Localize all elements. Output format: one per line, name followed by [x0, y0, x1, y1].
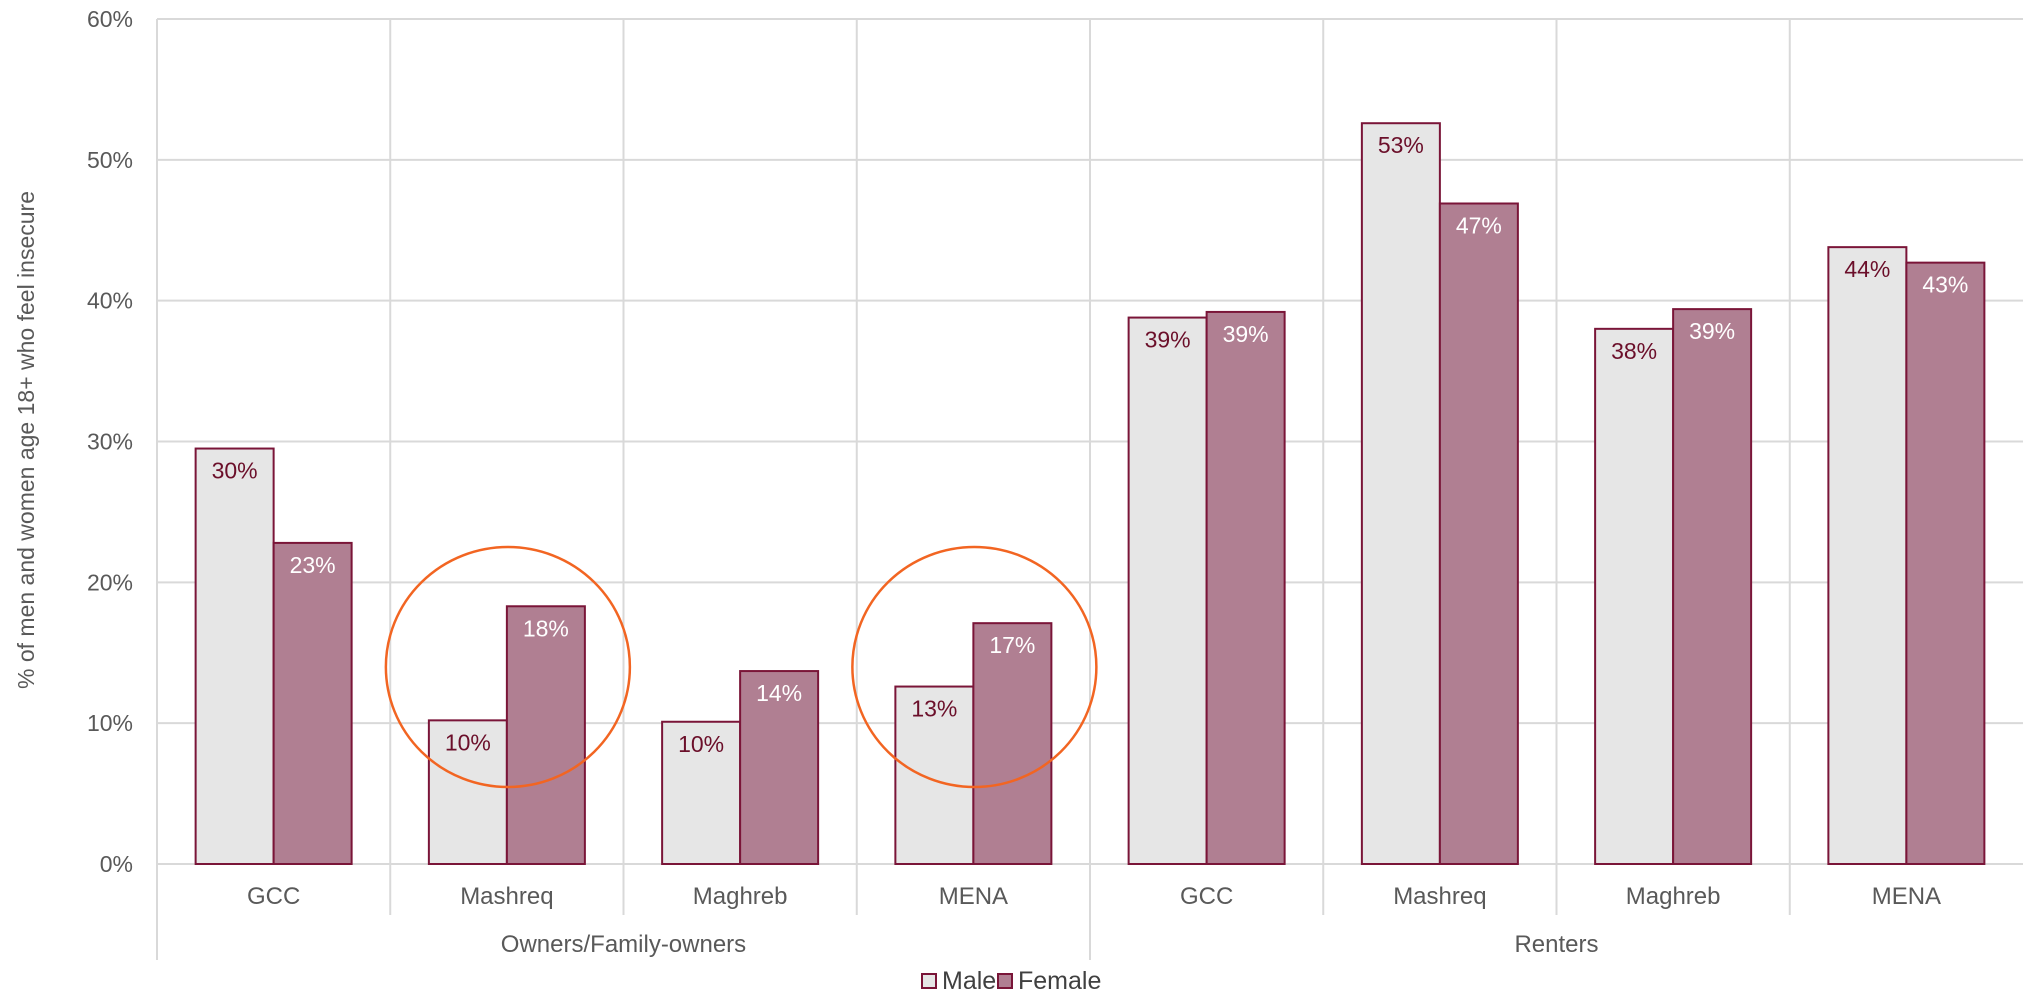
bar-female	[1205, 310, 1286, 865]
x-category-label: MENA	[1872, 883, 1941, 910]
highlight-circle	[384, 545, 632, 789]
data-label: 13%	[911, 696, 957, 722]
data-label: 47%	[1456, 212, 1502, 238]
data-labels: 30% 23% 10% 18% 10% 14% 13% 17% 39% 39% 53% 47% 38% 3…	[212, 132, 1969, 757]
data-label: 39%	[1689, 318, 1735, 344]
y-tick-label: 30%	[87, 429, 133, 455]
bar-male	[1827, 246, 1908, 865]
x-category-label: GCC	[247, 883, 300, 910]
legend-label: Male	[942, 967, 996, 995]
x-category-label: Mashreq	[460, 883, 553, 910]
y-tick-label: 40%	[87, 288, 133, 314]
legend-label: Female	[1018, 967, 1101, 995]
highlight-circles	[384, 545, 1098, 789]
data-label: 10%	[445, 729, 491, 755]
bar-male	[427, 719, 508, 865]
gridlines	[156, 18, 2023, 960]
bar-female	[272, 541, 353, 866]
x-category-label: Maghreb	[693, 883, 788, 910]
bar-male	[1594, 327, 1675, 866]
y-tick-label: 50%	[87, 147, 133, 173]
legend-swatch-male	[921, 973, 937, 989]
x-group-label: Renters	[1514, 931, 1598, 958]
bar-male	[1127, 316, 1208, 866]
x-axis-labels: GCC Mashreq Maghreb MENA GCC Mashreq Maghreb ME…	[247, 883, 1941, 958]
data-label: 39%	[1145, 327, 1191, 353]
data-label: 43%	[1922, 272, 1968, 298]
bar-male	[194, 447, 275, 865]
bar-male	[1360, 122, 1441, 865]
y-tick-label: 10%	[87, 710, 133, 736]
legend-swatch-female	[997, 973, 1013, 989]
bar-female	[739, 670, 820, 866]
data-label: 10%	[678, 731, 724, 757]
data-label: 17%	[989, 632, 1035, 658]
data-label: 39%	[1223, 321, 1269, 347]
highlight-circle	[851, 545, 1098, 789]
y-axis-label: % of men and women age 18+ who feel inse…	[13, 191, 39, 689]
bar-male	[661, 720, 742, 866]
y-tick-label: 60%	[87, 6, 133, 32]
bar-female	[1672, 308, 1753, 866]
data-label: 30%	[212, 458, 258, 484]
legend: Male Female	[921, 967, 1101, 995]
bar-female	[1438, 202, 1519, 866]
bar-female	[505, 605, 586, 866]
data-label: 14%	[756, 680, 802, 706]
x-category-label: GCC	[1180, 883, 1233, 910]
data-label: 44%	[1844, 256, 1890, 282]
x-category-label: MENA	[939, 883, 1008, 910]
data-label: 23%	[290, 552, 336, 578]
y-tick-label: 0%	[100, 851, 133, 877]
bar-female	[972, 622, 1053, 865]
y-axis-ticks: 0% 10% 20% 30% 40% 50% 60%	[87, 6, 133, 877]
data-label: 18%	[523, 615, 569, 641]
bars	[194, 122, 1986, 866]
y-tick-label: 20%	[87, 569, 133, 595]
data-label: 53%	[1378, 132, 1424, 158]
x-category-label: Mashreq	[1393, 883, 1486, 910]
bar-female	[1905, 261, 1986, 865]
x-group-label: Owners/Family-owners	[501, 931, 746, 958]
data-label: 38%	[1611, 338, 1657, 364]
bar-male	[894, 685, 975, 865]
x-category-label: Maghreb	[1626, 883, 1721, 910]
